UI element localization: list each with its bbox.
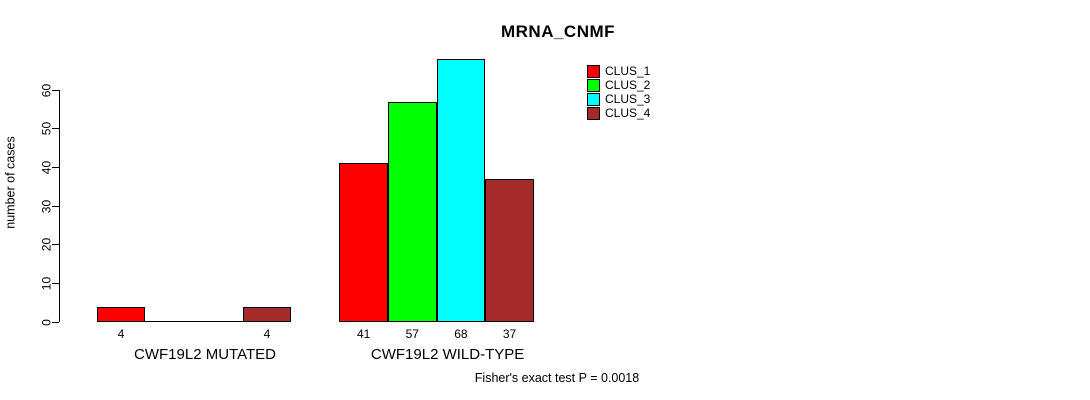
legend-label: CLUS_4 — [605, 106, 651, 120]
legend: CLUS_1 CLUS_2 CLUS_3 CLUS_4 — [587, 65, 650, 121]
bar-CLUS_1 — [339, 163, 388, 322]
bar-value-label: 37 — [502, 327, 517, 341]
legend-color-swatch — [587, 93, 600, 106]
group-baseline — [96, 321, 292, 322]
y-axis-tick-label: 0 — [39, 318, 54, 326]
y-axis-tick-label: 50 — [39, 121, 54, 136]
y-axis-tick — [52, 166, 59, 168]
y-axis-tick — [52, 205, 59, 207]
bar-value-label: 4 — [263, 327, 271, 341]
y-axis-tick — [52, 89, 59, 91]
category-label: CWF19L2 WILD-TYPE — [370, 346, 525, 363]
legend-item: CLUS_3 — [587, 93, 650, 106]
bar-CLUS_1 — [96, 306, 146, 322]
y-axis-line — [59, 90, 60, 322]
y-axis-tick — [52, 282, 59, 284]
category-label: CWF19L2 MUTATED — [134, 346, 276, 363]
y-axis-tick — [52, 321, 59, 323]
bar-CLUS_2 — [387, 101, 437, 322]
legend-color-swatch — [587, 65, 600, 78]
bar-value-label: 68 — [454, 327, 468, 341]
legend-color-swatch — [587, 107, 600, 120]
y-axis-label: number of cases — [3, 136, 18, 229]
bar-CLUS_4 — [485, 178, 534, 322]
bar-value-label: 41 — [356, 327, 371, 341]
bar-CLUS_3 — [436, 59, 486, 322]
y-axis-tick — [52, 244, 59, 246]
y-axis-tick-label: 20 — [39, 237, 54, 252]
y-axis-tick — [52, 128, 59, 130]
bar-CLUS_4 — [242, 306, 292, 322]
bar-value-label: 4 — [117, 327, 125, 341]
legend-label: CLUS_3 — [605, 92, 651, 106]
legend-item: CLUS_4 — [587, 107, 650, 120]
legend-item: CLUS_2 — [587, 79, 650, 92]
y-axis-tick-label: 10 — [39, 276, 54, 291]
legend-item: CLUS_1 — [587, 65, 650, 78]
legend-color-swatch — [587, 79, 600, 92]
y-axis-tick-label: 40 — [39, 160, 54, 175]
annotation-text: Fisher's exact test P = 0.0018 — [474, 371, 640, 385]
y-axis-tick-label: 30 — [39, 199, 54, 213]
chart-title: MRNA_CNMF — [500, 22, 616, 41]
legend-label: CLUS_1 — [605, 64, 651, 78]
legend-label: CLUS_2 — [605, 78, 651, 92]
bar-value-label: 57 — [405, 327, 419, 341]
y-axis-tick-label: 60 — [39, 83, 54, 97]
